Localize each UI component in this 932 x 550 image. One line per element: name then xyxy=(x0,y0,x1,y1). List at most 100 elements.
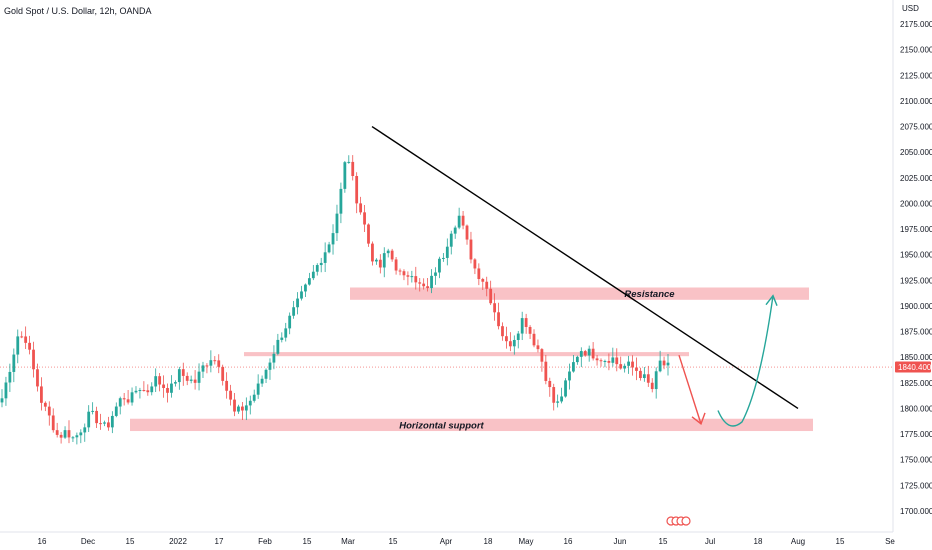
price-tick-label: 1850.000 xyxy=(900,353,932,362)
bullish-candle xyxy=(110,415,114,428)
bullish-candle xyxy=(512,339,516,347)
bearish-candle xyxy=(351,161,355,177)
bearish-candle xyxy=(51,415,55,431)
bullish-candle xyxy=(307,278,311,285)
time-tick-label: 16 xyxy=(38,537,47,546)
bullish-candle xyxy=(457,215,461,228)
time-tick-label: Aug xyxy=(791,537,805,546)
bearish-candle xyxy=(40,386,43,403)
last-price-tag-box xyxy=(895,361,931,373)
bearish-candle xyxy=(217,360,221,367)
price-tick-label: 1700.000 xyxy=(900,507,932,516)
bullish-candle xyxy=(453,227,457,234)
time-tick-label: Apr xyxy=(440,537,453,546)
time-tick-label: 15 xyxy=(389,537,398,546)
event-marker-icon[interactable] xyxy=(681,516,691,526)
bullish-candle xyxy=(150,386,154,393)
bullish-candle xyxy=(658,360,662,372)
bullish-candle xyxy=(284,328,288,338)
price-tick-label: 1975.000 xyxy=(900,225,932,234)
price-tick-label: 2100.000 xyxy=(900,97,932,106)
mid-level-zone[interactable] xyxy=(244,352,689,357)
candles-layer xyxy=(0,155,670,445)
event-markers[interactable] xyxy=(666,516,691,526)
bullish-candle xyxy=(386,250,390,254)
bearish-candle xyxy=(59,434,63,438)
bullish-candle xyxy=(430,275,433,289)
bullish-candle xyxy=(666,362,670,366)
price-tick-label: 1950.000 xyxy=(900,251,932,260)
bearish-candle xyxy=(465,225,469,240)
descending-trendline[interactable] xyxy=(371,125,799,410)
bearish-candle xyxy=(524,318,528,327)
bearish-candle xyxy=(406,275,410,277)
bullish-candle xyxy=(288,315,292,329)
bullish-candle xyxy=(434,272,437,276)
bullish-candle xyxy=(331,233,335,245)
bearish-candle xyxy=(414,276,418,283)
bullish-candle xyxy=(382,253,386,268)
bullish-candle xyxy=(280,337,284,340)
bearish-candle xyxy=(240,406,244,411)
bearish-candle xyxy=(394,259,398,271)
bearish-candle xyxy=(32,349,35,370)
bullish-candle xyxy=(343,162,347,189)
bullish-candle xyxy=(130,392,134,403)
bullish-candle xyxy=(103,422,106,424)
bullish-projection-arrow[interactable] xyxy=(717,295,774,427)
bullish-candle xyxy=(177,369,181,383)
bullish-candle xyxy=(339,188,343,214)
time-tick-label: 18 xyxy=(484,537,493,546)
time-tick-label: Jun xyxy=(614,537,627,546)
bullish-candle xyxy=(516,333,520,340)
bullish-candle xyxy=(300,291,303,299)
time-tick-label: May xyxy=(518,537,533,546)
bullish-candle xyxy=(579,351,583,357)
bearish-candle xyxy=(158,376,162,385)
bearish-projection-arrow[interactable] xyxy=(678,354,702,425)
price-tick-label: 1775.000 xyxy=(900,430,932,439)
bearish-candle xyxy=(552,387,556,403)
bearish-candle xyxy=(497,312,500,327)
time-tick-label: Mar xyxy=(341,537,355,546)
bullish-candle xyxy=(114,406,118,416)
bullish-candle xyxy=(173,382,177,384)
bullish-candle xyxy=(244,405,248,411)
bearish-candle xyxy=(635,367,638,371)
bearish-candle xyxy=(67,430,71,438)
bearish-candle xyxy=(548,380,552,388)
bearish-candle xyxy=(505,336,508,342)
bearish-candle xyxy=(650,382,654,390)
bearish-candle xyxy=(95,410,98,424)
horizontal-support-zone-label: Horizontal support xyxy=(399,420,484,431)
bearish-candle xyxy=(162,384,165,389)
bullish-candle xyxy=(272,353,276,363)
bearish-candle xyxy=(583,351,587,356)
bullish-candle xyxy=(296,298,299,308)
bullish-arrowhead-icon xyxy=(765,294,778,306)
resistance-zone-label: Resistance xyxy=(624,289,675,300)
bullish-candle xyxy=(16,336,20,355)
time-axis[interactable]: 16 Dec 15 2022 17 Feb 15 Mar 15 Apr 18 May 16 Jun 15 Ju… xyxy=(0,531,895,546)
bullish-candle xyxy=(138,390,142,392)
bearish-candle xyxy=(469,239,473,260)
bearish-candle xyxy=(591,348,595,359)
price-tick-label: 1750.000 xyxy=(900,456,932,465)
bullish-candle xyxy=(445,246,449,258)
resistance-zone[interactable] xyxy=(350,287,809,300)
last-price-tag: 1840.400 xyxy=(895,361,932,373)
bullish-candle xyxy=(4,382,8,399)
bearish-candle xyxy=(508,341,512,347)
price-axis[interactable]: USD 2175.000 2150.000 2125.000 2100.000 2075… xyxy=(892,0,932,532)
bearish-candle xyxy=(24,336,28,343)
bearish-candle xyxy=(371,243,374,262)
bearish-candle xyxy=(142,390,146,392)
bullish-candle xyxy=(520,318,524,334)
bullish-candle xyxy=(441,257,445,259)
horizontal-support-zone[interactable] xyxy=(130,418,813,432)
time-tick-label: 2022 xyxy=(169,537,187,546)
bullish-candle xyxy=(575,356,579,363)
bearish-candle xyxy=(225,380,229,391)
bearish-candle xyxy=(426,286,430,289)
